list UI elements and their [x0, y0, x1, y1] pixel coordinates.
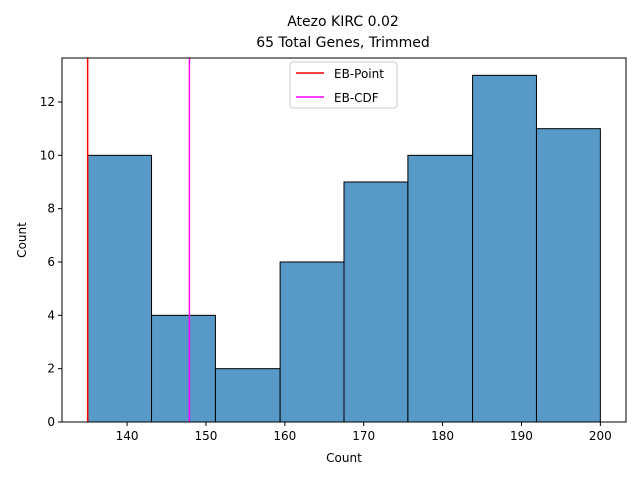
histogram-bar-1 — [151, 314, 216, 423]
chart-title: Atezo KIRC 0.02 — [287, 14, 399, 30]
y-axis-label: Count — [15, 222, 29, 258]
chart-subtitle: 65 Total Genes, Trimmed — [256, 35, 429, 51]
x-tick-label: 180 — [431, 429, 454, 443]
y-tick-label: 10 — [40, 148, 55, 162]
histogram-bar-0 — [87, 154, 153, 423]
x-tick-label: 190 — [510, 429, 533, 443]
histogram-bar-5 — [407, 154, 474, 423]
x-tick-label: 150 — [195, 429, 218, 443]
histogram-bars — [87, 74, 601, 423]
legend-label-eb-cdf: EB-CDF — [334, 91, 379, 105]
legend: EB-Point EB-CDF — [289, 61, 398, 109]
histogram-bar-6 — [472, 74, 537, 423]
histogram-bar-3 — [279, 261, 345, 423]
x-tick-label: 200 — [589, 429, 612, 443]
y-tick-label: 2 — [47, 362, 55, 376]
legend-label-eb-point: EB-Point — [334, 67, 384, 81]
y-tick-label: 0 — [47, 415, 55, 429]
x-tick-label: 140 — [116, 429, 139, 443]
histogram-bar-7 — [535, 128, 601, 423]
y-tick-label: 12 — [40, 95, 55, 109]
plot-frame — [61, 57, 627, 423]
y-tick-label: 6 — [47, 255, 55, 269]
x-axis-label: Count — [326, 451, 362, 465]
y-tick-label: 4 — [47, 308, 55, 322]
histogram-bar-2 — [214, 368, 281, 423]
x-tick-label: 170 — [352, 429, 375, 443]
reference-lines — [86, 58, 191, 422]
y-axis-ticks: 0 2 4 6 8 10 12 — [40, 95, 62, 429]
x-axis-ticks: 140 150 160 170 180 190 200 — [116, 422, 612, 443]
y-tick-label: 8 — [47, 202, 55, 216]
x-tick-label: 160 — [273, 429, 296, 443]
histogram-bar-4 — [343, 181, 409, 423]
